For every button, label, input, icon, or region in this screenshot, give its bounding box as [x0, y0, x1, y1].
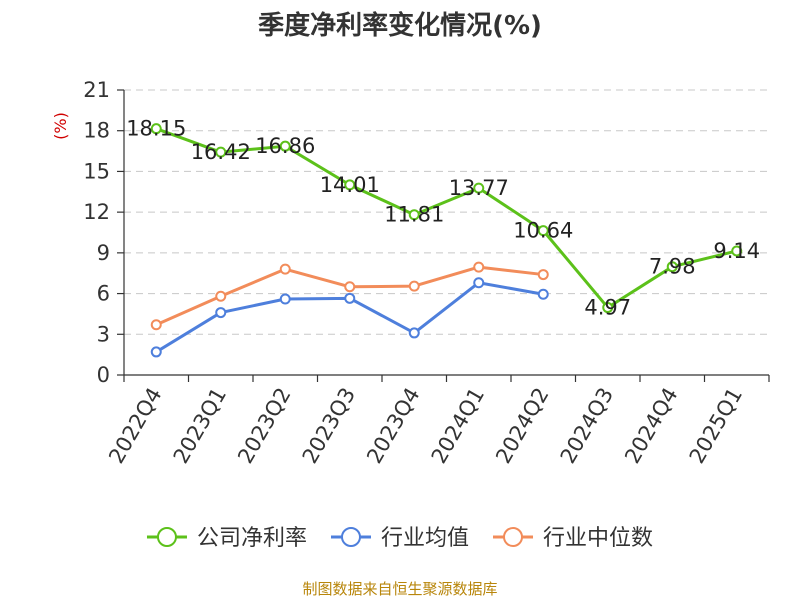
series-line [155, 127, 738, 310]
y-tick-label: 6 [97, 282, 110, 306]
legend-label: 公司净利率 [197, 526, 307, 551]
y-tick-label: 9 [97, 241, 110, 265]
y-axis-ticks: 0 3 6 9 12 15 18 21 [83, 78, 124, 387]
axes [123, 90, 769, 376]
y-tick-label: 12 [83, 200, 110, 224]
data-point [150, 346, 162, 358]
x-tick-label: 2024Q2 [491, 384, 553, 468]
data-point [602, 302, 614, 314]
data-label: 16.42 [191, 140, 251, 164]
data-label: 7.98 [649, 255, 696, 279]
data-point [408, 327, 420, 339]
x-tick-label: 2023Q4 [362, 384, 424, 468]
x-tick-label: 2024Q4 [620, 384, 682, 468]
data-label: 11.81 [384, 203, 444, 227]
legend-label: 行业中位数 [543, 526, 653, 551]
data-point [666, 261, 678, 273]
x-tick-label: 2023Q2 [233, 384, 295, 468]
legend-marker [340, 527, 361, 547]
data-point [537, 288, 549, 300]
data-point [537, 269, 549, 281]
series-group [150, 123, 743, 358]
x-tick-label: 2023Q3 [298, 384, 360, 468]
data-point [731, 245, 743, 257]
y-tick-label: 0 [97, 363, 110, 387]
data-label: 14.01 [320, 173, 380, 197]
legend-item: 行业中位数 [493, 526, 653, 551]
data-label: 9.14 [713, 239, 760, 263]
legend-marker [156, 527, 177, 547]
data-point [408, 280, 420, 292]
data-point [344, 281, 356, 293]
source-note: 制图数据来自恒生聚源数据库 [302, 580, 497, 598]
x-tick-label: 2023Q1 [169, 384, 231, 468]
data-label: 13.77 [449, 176, 509, 200]
data-point [215, 146, 227, 158]
x-tick-label: 2024Q1 [427, 384, 489, 468]
data-point [279, 140, 291, 152]
legend-label: 行业均值 [381, 526, 469, 551]
data-point [473, 261, 485, 273]
y-axis-unit-label: (%) [51, 112, 70, 140]
data-point [150, 319, 162, 331]
data-label: 18.15 [126, 117, 186, 141]
legend-item: 公司净利率 [146, 526, 307, 551]
data-point [537, 225, 549, 237]
x-tick-label: 2025Q1 [685, 384, 747, 468]
chart-title: 季度净利率变化情况(%) [258, 10, 542, 41]
legend-item: 行业均值 [330, 526, 469, 551]
data-point [408, 209, 420, 221]
data-point [344, 179, 356, 191]
data-point [344, 292, 356, 304]
data-point [215, 290, 227, 302]
data-point [150, 123, 162, 135]
x-tick-label: 2024Q3 [556, 384, 618, 468]
y-tick-label: 21 [83, 78, 110, 102]
legend-marker [503, 527, 524, 547]
data-point [279, 263, 291, 275]
y-tick-label: 15 [83, 159, 110, 183]
data-label: 4.97 [584, 296, 631, 320]
data-point [473, 277, 485, 289]
x-axis-ticks: 2022Q4 2023Q1 2023Q2 2023Q3 2023Q4 2024Q1 2024… [104, 375, 770, 468]
data-point [473, 182, 485, 194]
legend: 公司净利率 行业均值 行业中位数 [146, 526, 653, 551]
y-tick-label: 3 [97, 322, 110, 346]
data-label: 10.64 [513, 219, 573, 243]
data-point [215, 307, 227, 319]
data-label: 16.86 [255, 134, 315, 158]
y-tick-label: 18 [83, 119, 110, 143]
data-point [279, 293, 291, 305]
x-tick-label: 2022Q4 [104, 384, 166, 468]
